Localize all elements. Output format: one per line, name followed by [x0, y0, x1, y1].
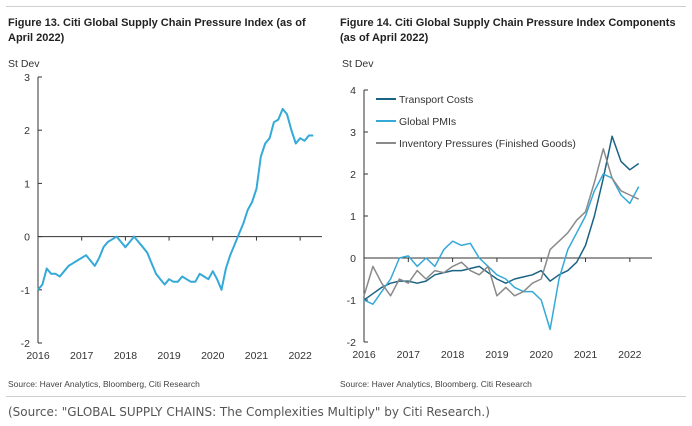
x-tick-label: 2021: [574, 349, 598, 361]
y-tick-label: 3: [24, 72, 30, 84]
y-tick-label: 2: [350, 169, 356, 181]
y-tick-label: 1: [24, 178, 30, 190]
x-tick-label: 2020: [201, 350, 225, 362]
x-tick-label: 2021: [245, 350, 269, 362]
figure-13-panel: Figure 13. Citi Global Supply Chain Pres…: [0, 0, 332, 400]
figure-13-source: Source: Haver Analytics, Bloomberg, Citi…: [8, 379, 200, 389]
y-tick-label: 2: [24, 125, 30, 137]
bottom-divider: [6, 396, 686, 397]
x-tick-label: 2017: [397, 349, 421, 361]
figure-14-y-unit: St Dev: [342, 58, 374, 70]
y-tick-label: 0: [350, 253, 356, 265]
y-tick-label: -1: [21, 285, 30, 297]
x-tick-label: 2022: [288, 350, 312, 362]
x-tick-label: 2018: [114, 350, 138, 362]
x-tick-label: 2022: [618, 349, 642, 361]
y-tick-label: -1: [347, 295, 356, 307]
x-tick-label: 2019: [485, 349, 509, 361]
top-divider: [6, 6, 686, 7]
figure-14-title: Figure 14. Citi Global Supply Chain Pres…: [340, 17, 676, 44]
series-line-1: [363, 173, 640, 331]
y-tick-label: -2: [21, 338, 30, 350]
x-tick-label: 2016: [26, 350, 50, 362]
x-tick-label: 2020: [530, 349, 554, 361]
y-tick-label: 3: [350, 127, 356, 139]
y-tick-label: 0: [24, 232, 30, 244]
series-line-0: [37, 107, 314, 291]
x-tick-label: 2019: [157, 350, 181, 362]
legend-label-1: Global PMIs: [399, 116, 456, 128]
legend-label-0: Transport Costs: [399, 94, 473, 106]
x-tick-label: 2018: [441, 349, 465, 361]
y-tick-label: 1: [350, 211, 356, 223]
figure-13-title: Figure 13. Citi Global Supply Chain Pres…: [8, 17, 306, 44]
figure-13-y-unit: St Dev: [8, 58, 40, 70]
x-tick-label: 2017: [70, 350, 94, 362]
y-tick-label: -2: [347, 337, 356, 349]
source-caption: (Source: "GLOBAL SUPPLY CHAINS: The Comp…: [8, 405, 490, 419]
series-line-0: [363, 135, 640, 301]
figure-14-source: Source: Haver Analytics, Bloomberg. Citi…: [340, 379, 532, 389]
series-line-2: [363, 148, 640, 297]
y-tick-label: 4: [350, 85, 356, 97]
figure-14-panel: Figure 14. Citi Global Supply Chain Pres…: [336, 0, 692, 400]
x-tick-label: 2016: [352, 349, 376, 361]
legend-label-2: Inventory Pressures (Finished Goods): [399, 138, 576, 150]
